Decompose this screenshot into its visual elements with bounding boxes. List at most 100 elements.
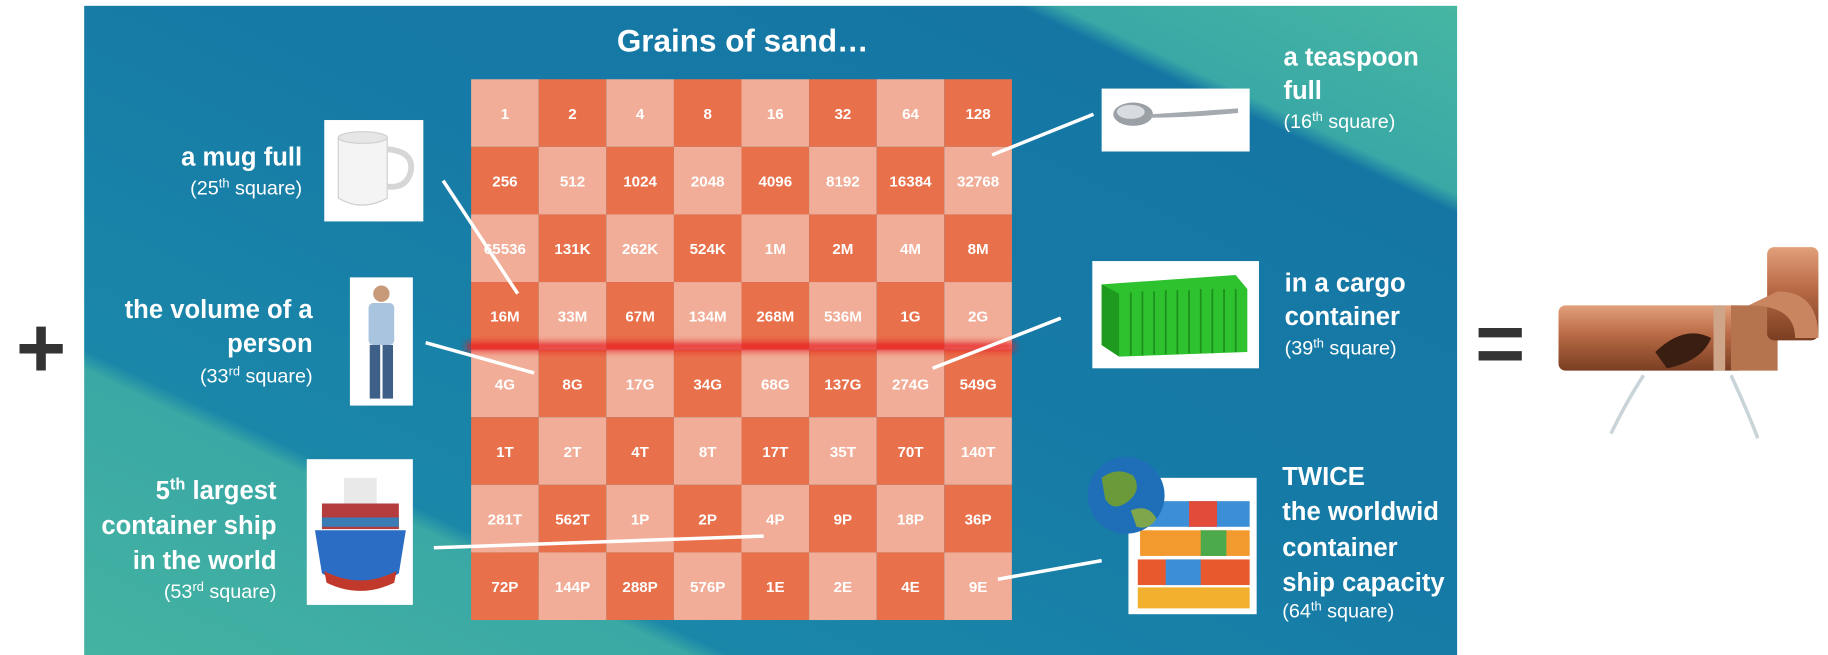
superscript: th <box>1312 109 1323 124</box>
annotation-line: container <box>1282 534 1397 562</box>
square-note: (33rd square) <box>200 363 313 387</box>
cell-label: 32 <box>834 106 851 123</box>
annotation-line: full <box>1283 77 1321 105</box>
superscript: th <box>1313 335 1324 350</box>
cell-label: 1E <box>766 579 785 596</box>
cell-label: 16 <box>767 106 784 123</box>
annotation-line: the worldwid <box>1282 498 1439 526</box>
cell-label: 144P <box>555 579 590 596</box>
annotation-text: largest <box>185 477 277 505</box>
annotation-text: in the world <box>133 547 277 575</box>
cell-label: 32768 <box>957 173 999 190</box>
annotation-text: the volume of a <box>125 296 314 324</box>
cell-label: 576P <box>690 579 725 596</box>
cell-label: 33M <box>558 309 587 326</box>
note-text: square) <box>229 178 302 200</box>
annotation-text: a teaspoon <box>1283 43 1418 71</box>
pipe-image <box>1559 247 1819 438</box>
ship-image <box>307 459 413 605</box>
cell-label: 2G <box>968 309 988 326</box>
note-text: square) <box>204 581 277 603</box>
cell-label: 4T <box>631 444 649 461</box>
square-note: (16th square) <box>1283 109 1395 133</box>
note-text: (25 <box>190 178 219 200</box>
cell-label: 16M <box>490 309 519 326</box>
red-line <box>466 343 1014 351</box>
note-text: (53 <box>164 581 193 603</box>
teaspoon-image <box>1102 89 1250 152</box>
note-text: (33 <box>200 365 229 387</box>
annotation-line: ship capacity <box>1282 569 1445 597</box>
superscript: th <box>219 176 230 191</box>
annotation-line: a teaspoon <box>1283 43 1418 71</box>
annotation-line: container <box>1285 303 1400 331</box>
cell-label: 274G <box>892 376 929 393</box>
superscript: th <box>170 476 185 494</box>
cell-label: 262K <box>622 241 658 258</box>
cell-label: 4096 <box>758 173 792 190</box>
square-note: (64th square) <box>1282 599 1394 623</box>
note-text: (64 <box>1282 601 1311 623</box>
annotation-line: in a cargo <box>1285 269 1406 297</box>
note-text: (16 <box>1283 111 1312 133</box>
cell-label: 35T <box>830 444 857 461</box>
annotation-line: TWICE <box>1282 463 1365 491</box>
annotation-line: the volume of a <box>125 296 314 324</box>
cell-label: 2P <box>698 511 717 528</box>
square-note: (39th square) <box>1285 335 1397 359</box>
annotation-line: container ship <box>101 512 276 540</box>
container-image <box>1092 261 1259 368</box>
cell-label: 8 <box>703 106 711 123</box>
superscript: rd <box>192 579 203 594</box>
cell-label: 131K <box>554 241 590 258</box>
plus-sign: + <box>16 301 66 397</box>
square-note: (25th square) <box>190 176 302 200</box>
cell-label: 16384 <box>889 173 932 190</box>
annotation-text: container <box>1282 534 1397 562</box>
cell-label: 4G <box>495 376 515 393</box>
cell-label: 17T <box>762 444 789 461</box>
cell-label: 1024 <box>623 173 657 190</box>
cell-label: 4P <box>766 511 785 528</box>
cell-label: 256 <box>492 173 517 190</box>
cell-label: 72P <box>491 579 518 596</box>
cell-label: 64 <box>902 106 919 123</box>
cell-label: 512 <box>560 173 585 190</box>
slide: 1248163264128256512102420484096819216384… <box>0 0 1828 655</box>
cell-label: 68G <box>761 376 790 393</box>
annotation-text: a mug full <box>181 143 302 171</box>
cell-label: 8G <box>562 376 582 393</box>
cell-label: 2T <box>564 444 582 461</box>
note-text: square) <box>240 365 313 387</box>
square-note: (53rd square) <box>164 579 277 603</box>
cell-label: 4 <box>636 106 645 123</box>
cell-label: 524K <box>690 241 726 258</box>
annotation-text: container <box>1285 303 1400 331</box>
cell-label: 562T <box>555 511 590 528</box>
mug-image <box>324 120 423 221</box>
equals-sign: = <box>1475 296 1525 392</box>
cell-label: 8192 <box>826 173 860 190</box>
cell-label: 70T <box>897 444 924 461</box>
note-text: square) <box>1322 601 1395 623</box>
superscript: th <box>1311 599 1322 614</box>
cell-label: 128 <box>965 106 990 123</box>
cell-label: 8M <box>968 241 989 258</box>
cell-label: 17G <box>626 376 655 393</box>
cell-label: 2048 <box>691 173 725 190</box>
annotation-text: container ship <box>101 512 276 540</box>
cell-label: 1M <box>765 241 786 258</box>
cell-label: 36P <box>965 511 992 528</box>
annotation-text: person <box>227 330 312 358</box>
person-image <box>350 277 413 405</box>
cell-label: 1G <box>900 309 920 326</box>
cell-label: 18P <box>897 511 924 528</box>
annotation-text: in a cargo <box>1285 269 1406 297</box>
cell-label: 2E <box>834 579 853 596</box>
cell-label: 1 <box>501 106 509 123</box>
annotation-text: full <box>1283 77 1321 105</box>
note-text: (39 <box>1285 337 1314 359</box>
cell-label: 140T <box>961 444 996 461</box>
note-text: square) <box>1324 337 1397 359</box>
annotation-line: a mug full <box>181 143 302 171</box>
